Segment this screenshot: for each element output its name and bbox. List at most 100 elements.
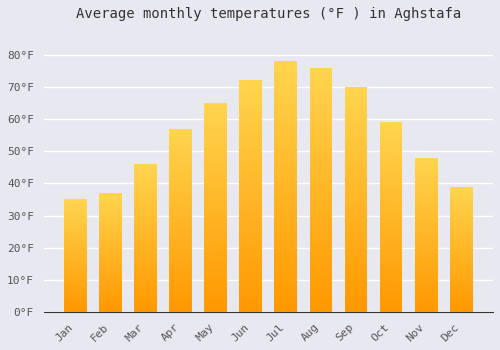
Bar bbox=[99, 254, 122, 255]
Bar bbox=[134, 172, 157, 173]
Bar bbox=[415, 235, 438, 236]
Bar bbox=[134, 179, 157, 180]
Bar bbox=[64, 230, 87, 231]
Bar bbox=[170, 176, 192, 178]
Bar bbox=[274, 74, 297, 76]
Bar bbox=[274, 141, 297, 144]
Bar bbox=[170, 144, 192, 145]
Bar bbox=[204, 210, 227, 212]
Bar bbox=[99, 302, 122, 303]
Bar bbox=[64, 265, 87, 266]
Bar bbox=[99, 292, 122, 293]
Bar bbox=[240, 111, 262, 113]
Bar bbox=[310, 278, 332, 280]
Bar bbox=[204, 113, 227, 116]
Bar bbox=[240, 173, 262, 175]
Bar bbox=[204, 287, 227, 289]
Bar bbox=[240, 233, 262, 236]
Bar bbox=[310, 158, 332, 160]
Bar bbox=[344, 107, 368, 110]
Bar bbox=[170, 182, 192, 184]
Bar bbox=[380, 295, 402, 297]
Bar bbox=[450, 236, 472, 237]
Bar bbox=[240, 263, 262, 266]
Bar bbox=[380, 130, 402, 132]
Bar bbox=[99, 294, 122, 295]
Bar bbox=[415, 215, 438, 216]
Bar bbox=[310, 253, 332, 256]
Bar bbox=[99, 246, 122, 248]
Bar bbox=[240, 129, 262, 131]
Bar bbox=[240, 254, 262, 257]
Bar bbox=[415, 210, 438, 212]
Bar bbox=[170, 248, 192, 250]
Bar bbox=[274, 104, 297, 106]
Bar bbox=[204, 301, 227, 303]
Bar bbox=[204, 264, 227, 266]
Bar bbox=[134, 279, 157, 281]
Bar bbox=[99, 268, 122, 269]
Bar bbox=[415, 191, 438, 193]
Bar bbox=[204, 116, 227, 118]
Bar bbox=[415, 261, 438, 262]
Bar bbox=[99, 224, 122, 225]
Bar bbox=[64, 201, 87, 202]
Bar bbox=[64, 232, 87, 233]
Bar bbox=[310, 309, 332, 312]
Bar bbox=[450, 290, 472, 292]
Bar bbox=[450, 259, 472, 260]
Bar bbox=[274, 172, 297, 174]
Bar bbox=[170, 180, 192, 182]
Bar bbox=[344, 253, 368, 256]
Bar bbox=[344, 195, 368, 197]
Bar bbox=[240, 261, 262, 263]
Bar bbox=[310, 302, 332, 304]
Bar bbox=[310, 156, 332, 158]
Bar bbox=[415, 258, 438, 259]
Bar bbox=[204, 310, 227, 312]
Bar bbox=[134, 209, 157, 210]
Bar bbox=[415, 198, 438, 199]
Bar bbox=[64, 289, 87, 290]
Bar bbox=[274, 174, 297, 176]
Bar bbox=[415, 175, 438, 176]
Bar bbox=[240, 106, 262, 108]
Bar bbox=[415, 213, 438, 215]
Bar bbox=[450, 252, 472, 253]
Bar bbox=[415, 290, 438, 292]
Bar bbox=[64, 207, 87, 209]
Bar bbox=[240, 196, 262, 198]
Bar bbox=[240, 138, 262, 141]
Bar bbox=[310, 129, 332, 131]
Bar bbox=[64, 199, 87, 201]
Bar bbox=[204, 270, 227, 272]
Bar bbox=[134, 238, 157, 239]
Bar bbox=[274, 179, 297, 182]
Bar bbox=[134, 201, 157, 203]
Bar bbox=[204, 220, 227, 222]
Bar bbox=[310, 199, 332, 202]
Bar bbox=[204, 241, 227, 243]
Bar bbox=[240, 83, 262, 85]
Bar bbox=[450, 245, 472, 247]
Bar bbox=[64, 261, 87, 262]
Bar bbox=[450, 278, 472, 279]
Bar bbox=[64, 241, 87, 242]
Bar bbox=[310, 212, 332, 214]
Bar bbox=[240, 155, 262, 157]
Bar bbox=[274, 247, 297, 249]
Bar bbox=[274, 156, 297, 159]
Bar bbox=[204, 153, 227, 155]
Bar bbox=[380, 149, 402, 151]
Bar bbox=[450, 203, 472, 204]
Bar bbox=[170, 246, 192, 248]
Bar bbox=[170, 141, 192, 144]
Bar bbox=[99, 261, 122, 262]
Bar bbox=[415, 264, 438, 266]
Bar bbox=[415, 159, 438, 161]
Bar bbox=[170, 301, 192, 303]
Bar bbox=[380, 242, 402, 244]
Bar bbox=[415, 273, 438, 275]
Bar bbox=[204, 147, 227, 149]
Bar bbox=[134, 310, 157, 312]
